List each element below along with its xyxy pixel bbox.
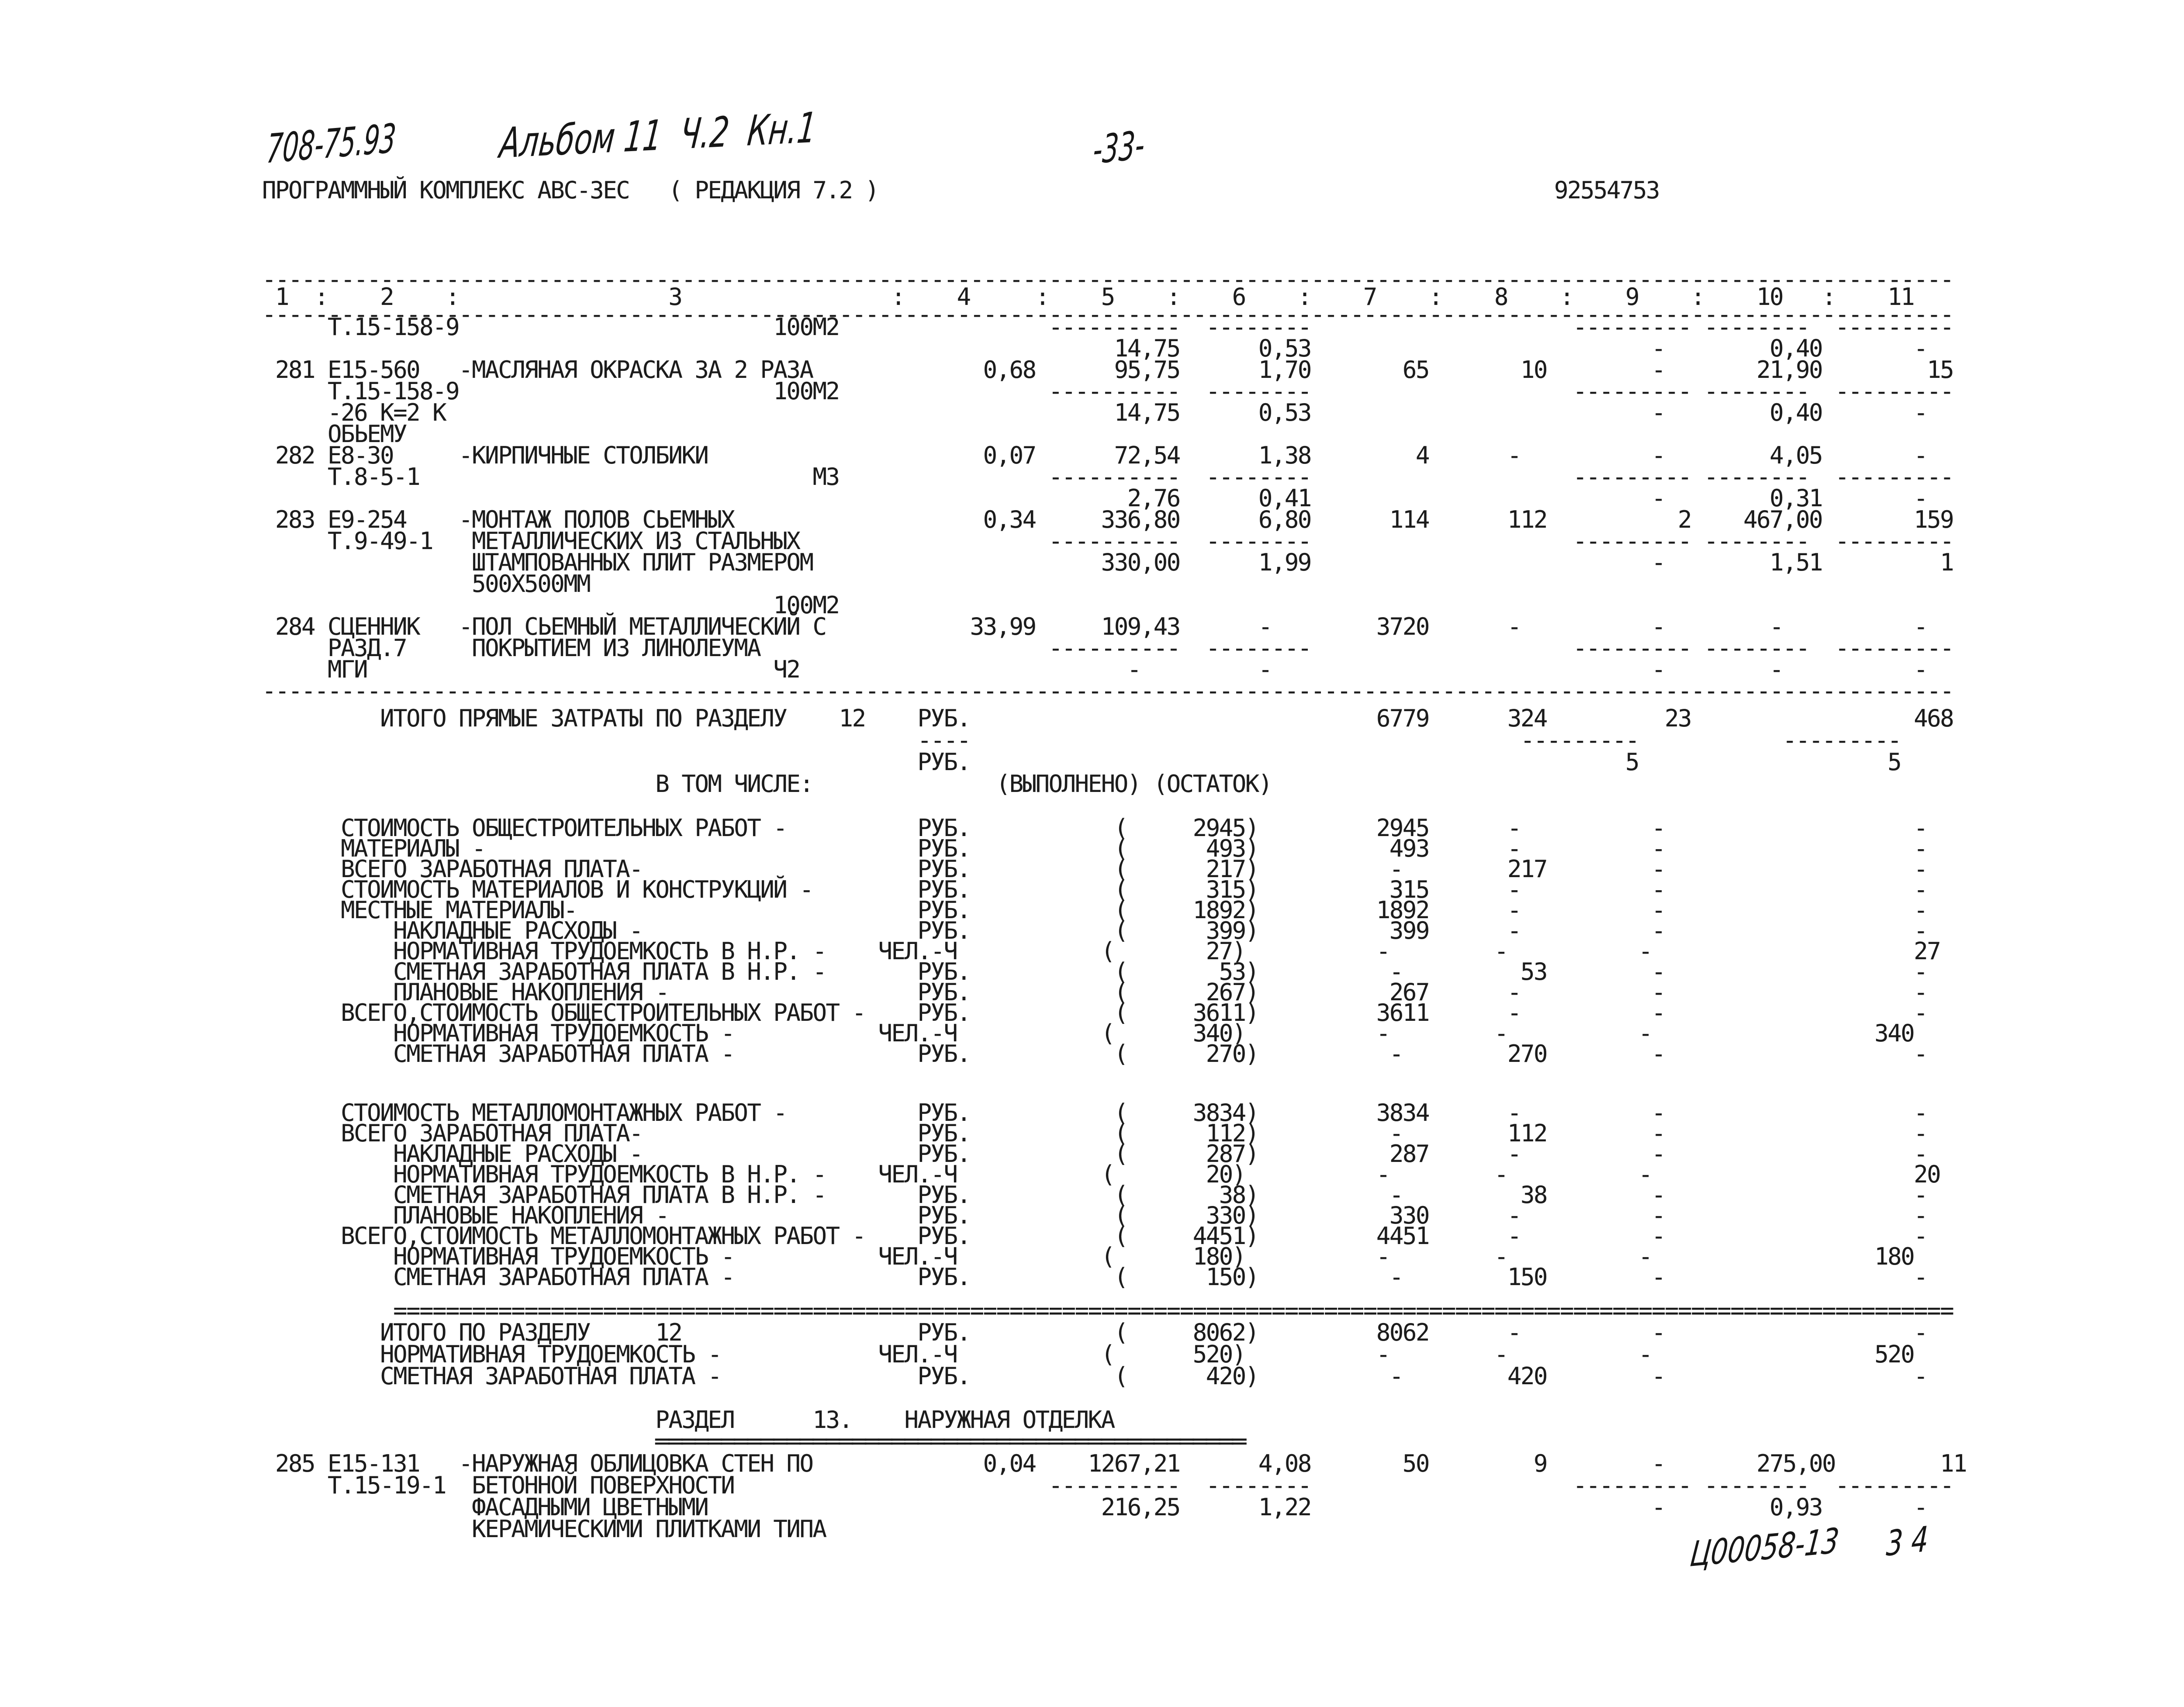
table-row-line: ОБЬЕМУ bbox=[262, 420, 408, 448]
breakdown-line: НОРМАТИВНАЯ ТРУДОЕМКОСТЬ - ЧЕЛ.-Ч ( 340)… bbox=[262, 1019, 1915, 1047]
breakdown-line: ПЛАНОВЫЕ НАКОПЛЕНИЯ - РУБ. ( 267) 267 - … bbox=[262, 978, 1928, 1006]
breakdown-line: НАКЛАДНЫЕ РАСХОДЫ - РУБ. ( 287) 287 - - … bbox=[262, 1140, 1928, 1168]
breakdown-line: НОРМАТИВНАЯ ТРУДОЕМКОСТЬ В Н.Р. - ЧЕЛ.-Ч… bbox=[262, 937, 1941, 965]
table-row-line: 282 Е8-30 -КИРПИЧНЫЕ СТОЛБИКИ 0,07 72,54… bbox=[262, 442, 1928, 469]
breakdown-line: СМЕТНАЯ ЗАРАБОТНАЯ ПЛАТА - РУБ. ( 270) -… bbox=[262, 1040, 1928, 1068]
breakdown-line: СТОИМОСТЬ МЕТАЛЛОМОНТАЖНЫХ РАБОТ - РУБ. … bbox=[262, 1099, 1928, 1126]
totals-line: РУБ. 5 5 bbox=[262, 748, 1902, 776]
totals-line: ИТОГО ПРЯМЫЕ ЗАТРАТЫ ПО РАЗДЕЛУ 12 РУБ. … bbox=[262, 705, 1954, 732]
table-header-line: ----------------------------------------… bbox=[262, 301, 1954, 328]
table-row-line: 283 Е9-254 -МОНТАЖ ПОЛОВ СЬЕМНЫХ 0,34 33… bbox=[262, 506, 1954, 533]
totals-line: ========================================… bbox=[262, 1297, 1954, 1324]
totals-line: ИТОГО ПО РАЗДЕЛУ 12 РУБ. ( 8062) 8062 - … bbox=[262, 1319, 1928, 1346]
handwritten-sheet-number: 3 4 bbox=[1885, 1518, 1929, 1564]
breakdown-line: НОРМАТИВНАЯ ТРУДОЕМКОСТЬ В Н.Р. - ЧЕЛ.-Ч… bbox=[262, 1161, 1941, 1188]
table-row-line: МГИ Ч2 - - - - - bbox=[262, 656, 1928, 683]
table-row-line: РАЗДЕЛ 13. НАРУЖНАЯ ОТДЕЛКА bbox=[262, 1406, 1115, 1434]
section-13-block: РАЗДЕЛ 13. НАРУЖНАЯ ОТДЕЛКА ════════════… bbox=[262, 1406, 1967, 1543]
table-row-line: РАЗД.7 ПОКРЫТИЕМ ИЗ ЛИНОЛЕУМА ----------… bbox=[262, 634, 1954, 662]
breakdown-line: ВСЕГО ЗАРАБОТНАЯ ПЛАТА- РУБ. ( 217) - 21… bbox=[262, 855, 1928, 883]
breakdown-general-works: СТОИМОСТЬ ОБЩЕСТРОИТЕЛЬНЫХ РАБОТ - РУБ. … bbox=[262, 814, 1941, 1068]
table-row-line: Т.9-49-1 МЕТАЛЛИЧЕСКИХ ИЗ СТАЛЬНЫХ -----… bbox=[262, 527, 1954, 555]
table-row-line: Т.8-5-1 М3 ---------- -------- ---------… bbox=[262, 463, 1954, 491]
totals-line: ---- --------- --------- bbox=[262, 726, 1902, 754]
totals-line: НОРМАТИВНАЯ ТРУДОЕМКОСТЬ - ЧЕЛ.-Ч ( 520)… bbox=[262, 1341, 1915, 1368]
breakdown-line: МЕСТНЫЕ МАТЕРИАЛЫ- РУБ. ( 1892) 1892 - -… bbox=[262, 896, 1928, 924]
breakdown-line: СМЕТНАЯ ЗАРАБОТНАЯ ПЛАТА В Н.Р. - РУБ. (… bbox=[262, 958, 1928, 985]
table-header-line: 1 : 2 : 3 : 4 : 5 : 6 : 7 : 8 : 9 : 10 :… bbox=[262, 283, 1915, 311]
table-row-line: ════════════════════════════════════════… bbox=[262, 1428, 1246, 1455]
table-header-band: ----------------------------------------… bbox=[262, 266, 1954, 328]
table-row-line: 100М2 bbox=[262, 591, 840, 619]
totals-line: СМЕТНАЯ ЗАРАБОТНАЯ ПЛАТА - РУБ. ( 420) -… bbox=[262, 1362, 1928, 1390]
table-header-line: ----------------------------------------… bbox=[262, 266, 1954, 293]
table-rows-section-12: Т.15-158-9 100М2 ---------- -------- ---… bbox=[262, 313, 1954, 705]
program-complex-title: ПРОГРАММНЫЙ КОМПЛЕКС АВС-3ЕС ( РЕДАКЦИЯ … bbox=[262, 176, 879, 204]
breakdown-line: СТОИМОСТЬ ОБЩЕСТРОИТЕЛЬНЫХ РАБОТ - РУБ. … bbox=[262, 814, 1928, 842]
handwritten-page-number: -33- bbox=[1092, 122, 1146, 173]
breakdown-line: СТОИМОСТЬ МАТЕРИАЛОВ И КОНСТРУКЦИЙ - РУБ… bbox=[262, 876, 1928, 903]
table-row-line: ФАСАДНЫМИ ЦВЕТНЫМИ 216,25 1,22 - 0,93 - bbox=[262, 1493, 1928, 1521]
breakdown-line: НАКЛАДНЫЕ РАСХОДЫ - РУБ. ( 399) 399 - - … bbox=[262, 917, 1928, 944]
table-row-line: 14,75 0,53 - 0,40 - bbox=[262, 335, 1928, 362]
table-row-line: ----------------------------------------… bbox=[262, 677, 1954, 705]
table-row-line: 281 Е15-560 -МАСЛЯНАЯ ОКРАСКА ЗА 2 РАЗА … bbox=[262, 356, 1954, 384]
totals-line: В ТОМ ЧИСЛЕ: (ВЫПОЛНЕНО) (ОСТАТОК) bbox=[262, 770, 1272, 798]
table-row-line: Т.15-158-9 100М2 ---------- -------- ---… bbox=[262, 377, 1954, 405]
breakdown-line: СМЕТНАЯ ЗАРАБОТНАЯ ПЛАТА - РУБ. ( 150) -… bbox=[262, 1263, 1928, 1291]
table-row-line: 2,76 0,41 - 0,31 - bbox=[262, 484, 1928, 512]
handwritten-album-title: Альбом 11 Ч.2 Кн.1 bbox=[497, 103, 819, 168]
table-row-line: 285 Е15-131 -НАРУЖНАЯ ОБЛИЦОВКА СТЕН ПО … bbox=[262, 1450, 1967, 1477]
table-row-line: Т.15-19-1 БЕТОННОЙ ПОВЕРХНОСТИ ---------… bbox=[262, 1472, 1954, 1499]
document-number: 92554753 bbox=[1554, 176, 1660, 204]
breakdown-line: ВСЕГО,СТОИМОСТЬ ОБЩЕСТРОИТЕЛЬНЫХ РАБОТ -… bbox=[262, 999, 1928, 1026]
breakdown-line: ВСЕГО,СТОИМОСТЬ МЕТАЛЛОМОНТАЖНЫХ РАБОТ -… bbox=[262, 1222, 1928, 1250]
table-row-line: ШТАМПОВАННЫХ ПЛИТ РАЗМЕРОМ 330,00 1,99 -… bbox=[262, 549, 1954, 576]
table-row-line: КЕРАМИЧЕСКИМИ ПЛИТКАМИ ТИПА bbox=[262, 1515, 827, 1543]
breakdown-line: НОРМАТИВНАЯ ТРУДОЕМКОСТЬ - ЧЕЛ.-Ч ( 180)… bbox=[262, 1243, 1915, 1270]
breakdown-line: ПЛАНОВЫЕ НАКОПЛЕНИЯ - РУБ. ( 330) 330 - … bbox=[262, 1202, 1928, 1229]
table-row-line: Т.15-158-9 100М2 ---------- -------- ---… bbox=[262, 313, 1954, 341]
totals-section-12: ========================================… bbox=[262, 1297, 1954, 1390]
table-row-line: -26 К=2 К 14,75 0,53 - 0,40 - bbox=[262, 399, 1928, 426]
breakdown-metal-works: СТОИМОСТЬ МЕТАЛЛОМОНТАЖНЫХ РАБОТ - РУБ. … bbox=[262, 1099, 1941, 1291]
table-row-line: 500Х500ММ bbox=[262, 570, 591, 598]
handwritten-series-code: 708-75.93 bbox=[265, 115, 398, 173]
breakdown-line: ВСЕГО ЗАРАБОТНАЯ ПЛАТА- РУБ. ( 112) - 11… bbox=[262, 1120, 1928, 1147]
breakdown-line: СМЕТНАЯ ЗАРАБОТНАЯ ПЛАТА В Н.Р. - РУБ. (… bbox=[262, 1181, 1928, 1209]
totals-direct-costs: ИТОГО ПРЯМЫЕ ЗАТРАТЫ ПО РАЗДЕЛУ 12 РУБ. … bbox=[262, 705, 1954, 798]
table-row-line: 284 СЦЕННИК -ПОЛ СЬЕМНЫЙ МЕТАЛЛИЧЕСКИЙ С… bbox=[262, 613, 1928, 640]
breakdown-line: МАТЕРИАЛЫ - РУБ. ( 493) 493 - - - bbox=[262, 835, 1928, 862]
